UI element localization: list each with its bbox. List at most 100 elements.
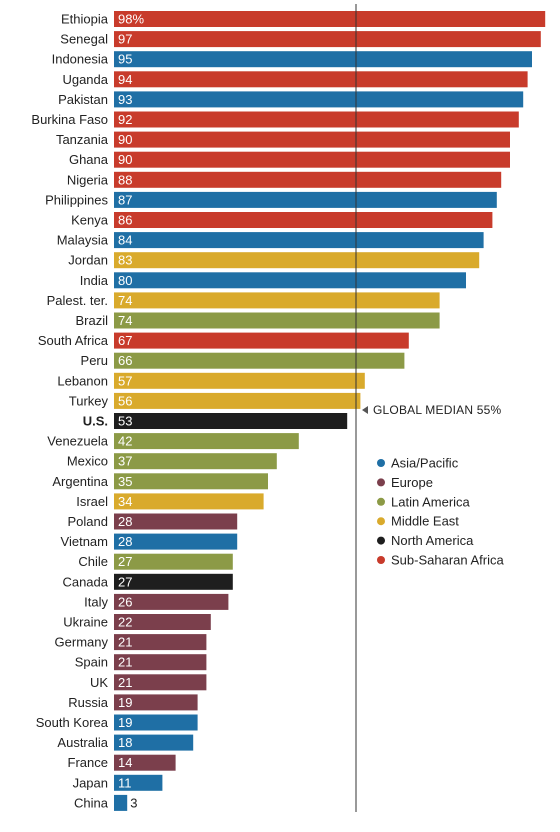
legend: Asia/Pacific Europe Latin America Middle Ea… [377, 456, 505, 568]
bar-uganda [114, 71, 528, 88]
value-label-ukraine: 22 [118, 615, 132, 630]
value-label-ghana: 90 [118, 152, 132, 167]
value-label-argentina: 35 [118, 474, 132, 489]
bar-australia [114, 734, 194, 751]
bar-indonesia [114, 51, 532, 68]
category-label-turkey: Turkey [69, 393, 109, 408]
bar-china [114, 794, 128, 811]
value-label-tanzania: 90 [118, 132, 132, 147]
bar-ghana [114, 151, 510, 168]
category-label-ethiopia: Ethiopia [61, 12, 109, 27]
category-label-india: India [80, 273, 109, 288]
bar-kenya [114, 212, 493, 228]
bar-france [114, 754, 176, 771]
category-label-venezuela: Venezuela [47, 434, 108, 449]
bar-lebanon [114, 372, 365, 389]
value-label-uganda: 94 [118, 72, 132, 87]
category-label-philippines: Philippines [45, 192, 108, 207]
category-label-uganda: Uganda [62, 72, 108, 87]
category-label-u-s: U.S. [83, 414, 108, 429]
value-label-china: 3 [130, 795, 137, 810]
bar-russia [114, 694, 198, 711]
global-median-arrow-icon [362, 406, 368, 414]
bar-brazil [114, 312, 440, 329]
value-label-uk: 21 [118, 675, 132, 690]
value-label-germany: 21 [118, 635, 132, 650]
bar-pakistan [114, 91, 524, 108]
value-label-israel: 34 [118, 494, 132, 509]
bar-jordan [114, 252, 480, 269]
bar-south-africa [114, 332, 409, 349]
value-label-peru: 66 [118, 353, 132, 368]
value-label-south-africa: 67 [118, 333, 132, 348]
legend-label-europe: Europe [391, 475, 433, 490]
category-label-tanzania: Tanzania [56, 132, 109, 147]
category-label-japan: Japan [73, 775, 108, 790]
value-label-russia: 19 [118, 695, 132, 710]
category-label-spain: Spain [75, 655, 108, 670]
legend-label-asia-pacific: Asia/Pacific [391, 456, 459, 471]
value-label-italy: 26 [118, 594, 132, 609]
category-label-mexico: Mexico [67, 454, 108, 469]
legend-label-north-america: North America [391, 533, 474, 548]
category-label-australia: Australia [57, 735, 108, 750]
category-label-ukraine: Ukraine [63, 615, 108, 630]
bar-poland [114, 513, 238, 530]
category-label-palest-ter: Palest. ter. [47, 293, 108, 308]
value-label-india: 80 [118, 273, 132, 288]
value-label-mexico: 37 [118, 454, 132, 469]
category-label-brazil: Brazil [75, 313, 108, 328]
value-label-indonesia: 95 [118, 52, 132, 67]
bar-ethiopia [114, 11, 546, 27]
value-label-malaysia: 84 [118, 233, 132, 248]
value-label-ethiopia: 98% [118, 12, 144, 27]
category-label-south-korea: South Korea [36, 715, 109, 730]
bar-chile [114, 553, 233, 570]
bar-palest-ter [114, 292, 440, 309]
category-label-lebanon: Lebanon [57, 373, 108, 388]
value-label-philippines: 87 [118, 192, 132, 207]
value-label-vietnam: 28 [118, 534, 132, 549]
category-label-argentina: Argentina [52, 474, 108, 489]
value-label-kenya: 86 [118, 213, 132, 228]
category-label-canada: Canada [62, 574, 108, 589]
value-label-jordan: 83 [118, 253, 132, 268]
bar-malaysia [114, 232, 484, 249]
legend-label-sub-saharan-africa: Sub-Saharan Africa [391, 553, 505, 568]
value-label-burkina-faso: 92 [118, 112, 132, 127]
legend-swatch-latin-america [377, 497, 385, 506]
value-label-australia: 18 [118, 735, 132, 750]
value-label-south-korea: 19 [118, 715, 132, 730]
legend-swatch-north-america [377, 536, 385, 545]
bar-venezuela [114, 433, 299, 450]
bar-burkina-faso [114, 111, 519, 128]
category-label-uk: UK [90, 675, 108, 690]
bar-uk [114, 674, 207, 691]
legend-label-latin-america: Latin America [391, 494, 471, 509]
category-label-chile: Chile [78, 554, 108, 569]
value-label-canada: 27 [118, 574, 132, 589]
category-label-jordan: Jordan [68, 253, 108, 268]
category-label-china: China [74, 795, 109, 810]
value-label-pakistan: 93 [118, 92, 132, 107]
legend-swatch-middle-east [377, 517, 385, 526]
legend-swatch-asia-pacific [377, 459, 385, 467]
bar-germany [114, 634, 207, 651]
category-label-burkina-faso: Burkina Faso [31, 112, 108, 127]
bar-nigeria [114, 171, 502, 188]
category-label-france: France [68, 755, 108, 770]
bar-spain [114, 654, 207, 671]
category-label-russia: Russia [68, 695, 109, 710]
category-label-poland: Poland [68, 514, 108, 529]
value-label-lebanon: 57 [118, 373, 132, 388]
bar-senegal [114, 31, 541, 48]
global-median-label: GLOBAL MEDIAN 55% [373, 403, 501, 417]
category-label-germany: Germany [55, 635, 109, 650]
value-label-chile: 27 [118, 554, 132, 569]
bars-layer: Ethiopia 98% Senegal 97 Indonesia 95 Uganda 94 P… [31, 11, 546, 811]
bar-argentina [114, 473, 268, 490]
bar-vietnam [114, 533, 238, 550]
category-label-malaysia: Malaysia [57, 233, 109, 248]
value-label-turkey: 56 [118, 393, 132, 408]
